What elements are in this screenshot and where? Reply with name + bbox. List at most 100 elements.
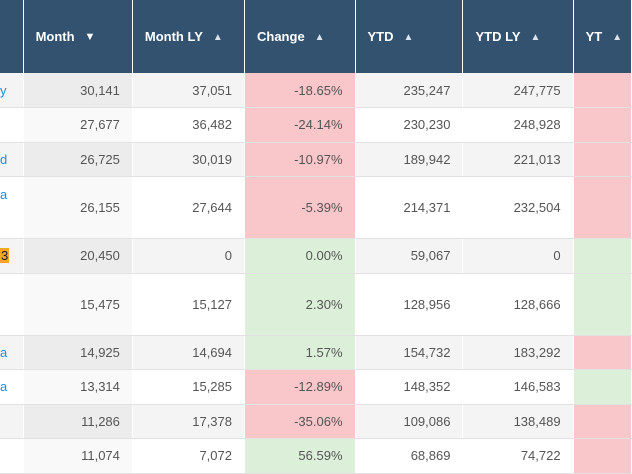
cell-change: -10.97% [244, 142, 356, 177]
cell-ytd: 128,956 [355, 273, 464, 336]
cell-ytd: 189,942 [355, 142, 464, 177]
column-header-month[interactable]: Month ▼ [23, 0, 133, 73]
cell-name[interactable]: d [0, 142, 24, 177]
cell-month-ly: 36,482 [132, 107, 246, 143]
cell-ytd-ly: 183,292 [462, 335, 574, 370]
cell-ytd: 59,067 [355, 238, 464, 274]
cell-month: 26,725 [23, 142, 133, 177]
cell-month-ly: 15,285 [132, 369, 246, 405]
store-name-link[interactable]: d [0, 151, 8, 167]
column-header-change[interactable]: Change ▲ [244, 0, 356, 73]
sort-descending-icon[interactable]: ▼ [84, 31, 96, 43]
sort-ascending-icon[interactable]: ▲ [212, 32, 223, 43]
sort-ascending-icon[interactable]: ▲ [612, 32, 623, 43]
column-header-ytd-change[interactable]: YT ▲ [573, 0, 632, 73]
cell-ytd-ly: 247,775 [462, 73, 574, 108]
column-header-label: Change [257, 29, 305, 44]
cell-name[interactable] [0, 438, 24, 474]
table-header: Month ▼ Month LY ▲ Change ▲ YTD ▲ YTD LY ▲ YT ▲ [0, 0, 632, 73]
cell-month-ly: 30,019 [132, 142, 246, 177]
column-header-ytd-ly[interactable]: YTD LY ▲ [462, 0, 574, 73]
cell-name[interactable]: a [0, 335, 24, 370]
store-name-link[interactable]: 3 [0, 248, 10, 264]
table-body: y 30,141 37,051 -18.65% 235,247 247,775 27,677… [0, 73, 632, 474]
cell-ytd-change [573, 142, 632, 177]
cell-name[interactable]: a [0, 369, 24, 405]
store-name-link[interactable]: a [0, 344, 8, 360]
cell-month: 11,074 [23, 438, 133, 474]
cell-change: -18.65% [244, 73, 356, 108]
sort-ascending-icon[interactable]: ▲ [314, 32, 325, 43]
cell-ytd-change [573, 107, 632, 143]
store-name-link[interactable]: a [0, 187, 8, 202]
cell-month-ly: 15,127 [132, 273, 246, 336]
cell-change: -5.39% [244, 176, 356, 239]
cell-month-ly: 17,378 [132, 404, 246, 439]
column-header-label: YT [585, 29, 603, 44]
table-row[interactable]: 15,475 15,127 2.30% 128,956 128,666 [0, 273, 632, 336]
cell-ytd-change [573, 238, 632, 274]
table-row[interactable]: a 26,155 27,644 -5.39% 214,371 232,504 [0, 176, 632, 239]
cell-month-ly: 14,694 [132, 335, 246, 370]
column-header-ytd[interactable]: YTD ▲ [355, 0, 464, 73]
cell-ytd-ly: 74,722 [462, 438, 574, 474]
table-row[interactable]: a 13,314 15,285 -12.89% 148,352 146,583 [0, 369, 632, 405]
cell-ytd-change [573, 176, 632, 239]
table-row[interactable]: y 30,141 37,051 -18.65% 235,247 247,775 [0, 73, 632, 108]
column-header-label: YTD LY [475, 29, 521, 44]
cell-month: 14,925 [23, 335, 133, 370]
cell-name[interactable] [0, 404, 24, 439]
cell-month: 13,314 [23, 369, 133, 405]
cell-name[interactable]: a [0, 176, 24, 239]
cell-ytd: 154,732 [355, 335, 464, 370]
cell-month: 30,141 [23, 73, 133, 108]
sort-ascending-icon[interactable]: ▲ [530, 32, 541, 43]
cell-ytd-ly: 248,928 [462, 107, 574, 143]
table-row[interactable]: d 26,725 30,019 -10.97% 189,942 221,013 [0, 142, 632, 177]
cell-ytd: 148,352 [355, 369, 464, 405]
cell-month: 15,475 [23, 273, 133, 336]
table-row[interactable]: 3 20,450 0 0.00% 59,067 0 [0, 238, 632, 274]
header-row: Month ▼ Month LY ▲ Change ▲ YTD ▲ YTD LY ▲ YT ▲ [0, 0, 632, 73]
cell-ytd-ly: 232,504 [462, 176, 574, 239]
cell-change: -12.89% [244, 369, 356, 405]
table-row[interactable]: a 14,925 14,694 1.57% 154,732 183,292 [0, 335, 632, 370]
cell-month: 11,286 [23, 404, 133, 439]
cell-ytd-change [573, 369, 632, 405]
table-row[interactable]: 11,074 7,072 56.59% 68,869 74,722 [0, 438, 632, 474]
cell-ytd: 235,247 [355, 73, 464, 108]
cell-name[interactable] [0, 273, 24, 336]
cell-name[interactable]: 3 [0, 238, 24, 274]
sort-ascending-icon[interactable]: ▲ [403, 32, 414, 43]
cell-ytd-ly: 146,583 [462, 369, 574, 405]
cell-name[interactable]: y [0, 73, 24, 108]
cell-ytd: 214,371 [355, 176, 464, 239]
table-row[interactable]: 11,286 17,378 -35.06% 109,086 138,489 [0, 404, 632, 439]
cell-change: 56.59% [244, 438, 356, 474]
cell-month-ly: 0 [132, 238, 246, 274]
cell-ytd-ly: 128,666 [462, 273, 574, 336]
column-header-month-ly[interactable]: Month LY ▲ [132, 0, 246, 73]
cell-ytd-change [573, 273, 632, 336]
cell-change: 0.00% [244, 238, 356, 274]
cell-month: 20,450 [23, 238, 133, 274]
cell-month: 26,155 [23, 176, 133, 239]
cell-month-ly: 7,072 [132, 438, 246, 474]
column-header-label: YTD [367, 29, 394, 44]
cell-month-ly: 27,644 [132, 176, 246, 239]
cell-change: 2.30% [244, 273, 356, 336]
cell-change: -24.14% [244, 107, 356, 143]
cell-ytd-change [573, 335, 632, 370]
cell-ytd-ly: 221,013 [462, 142, 574, 177]
column-header-label: Month LY [144, 29, 203, 44]
cell-ytd: 68,869 [355, 438, 464, 474]
cell-ytd-ly: 0 [462, 238, 574, 274]
table-row[interactable]: 27,677 36,482 -24.14% 230,230 248,928 [0, 107, 632, 143]
cell-ytd-change [573, 73, 632, 108]
cell-name[interactable] [0, 107, 24, 143]
column-header-name [0, 0, 24, 73]
store-name-link[interactable]: y [0, 82, 7, 98]
cell-ytd: 109,086 [355, 404, 464, 439]
store-name-link[interactable]: a [0, 379, 8, 395]
